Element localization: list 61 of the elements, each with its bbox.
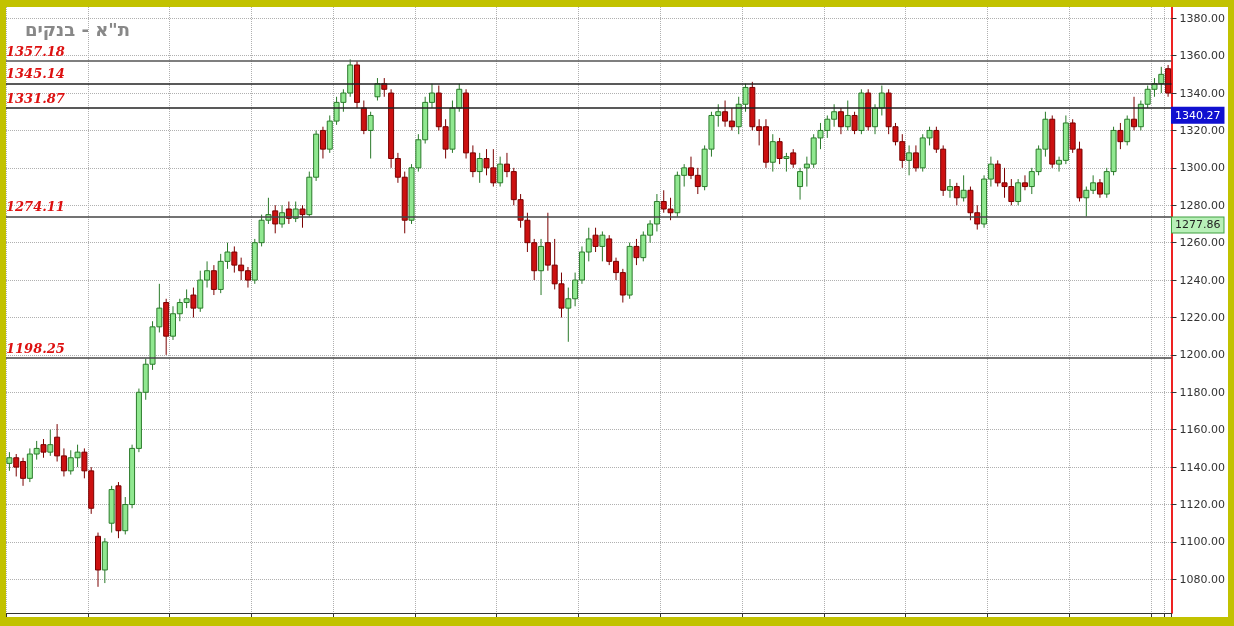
candlestick xyxy=(960,174,967,203)
text: ת"א - בנקים xyxy=(25,18,131,40)
candlestick xyxy=(319,126,326,159)
y-tick-label: 1360.00 xyxy=(1179,49,1226,63)
candlestick xyxy=(947,178,953,199)
candlestick xyxy=(851,111,858,135)
candlestick xyxy=(47,429,54,457)
candlestick xyxy=(872,103,879,135)
candlestick xyxy=(190,287,197,318)
y-tick-label: 1200.00 xyxy=(1179,348,1226,362)
candlestick xyxy=(1124,114,1131,146)
candlestick xyxy=(1117,122,1124,150)
candlestick xyxy=(906,144,913,176)
ref-line-label: 1198.25 xyxy=(6,341,65,357)
candlestick xyxy=(878,85,885,116)
text: 1340.27 xyxy=(1175,108,1221,122)
ref-line-label: 1274.11 xyxy=(6,199,65,215)
candlestick xyxy=(953,182,960,206)
y-tick-label: 1340.00 xyxy=(1179,86,1226,100)
candlestick xyxy=(1021,174,1028,191)
candlestick xyxy=(599,230,606,262)
text: 1277.86 xyxy=(1175,218,1221,232)
candlestick xyxy=(1131,96,1138,131)
y-tick-label: 1240.00 xyxy=(1179,273,1226,287)
candlestick xyxy=(837,107,844,135)
y-tick-label: 1220.00 xyxy=(1179,310,1226,324)
y-tick-label: 1320.00 xyxy=(1179,123,1226,137)
candlestick xyxy=(797,167,804,201)
y-tick-label: 1120.00 xyxy=(1179,498,1226,512)
candlestick xyxy=(367,111,374,159)
candlestick xyxy=(40,438,47,459)
candlestick xyxy=(776,137,783,165)
y-tick-label: 1140.00 xyxy=(1179,460,1226,474)
candlestick xyxy=(633,238,640,266)
candlestick xyxy=(790,148,797,169)
candlestick xyxy=(783,152,790,173)
candlestick xyxy=(592,227,599,253)
candlestick xyxy=(769,133,776,173)
candlestick xyxy=(912,144,919,173)
candlestick xyxy=(210,264,217,296)
candlestick xyxy=(1015,178,1022,206)
candlestick xyxy=(374,77,381,102)
candlestick xyxy=(360,100,367,135)
candlestick xyxy=(299,204,306,229)
candlestick xyxy=(476,152,483,184)
y-tick-label: 1080.00 xyxy=(1179,572,1226,586)
candlestick xyxy=(456,83,463,113)
ref-line-label: 1345.14 xyxy=(6,66,65,82)
candlestick xyxy=(6,451,13,472)
y-tick-label: 1380.00 xyxy=(1179,11,1226,25)
candlestick xyxy=(497,156,504,188)
candlestick xyxy=(844,100,851,131)
ref-line-label: 1331.87 xyxy=(6,91,65,107)
y-tick-label: 1180.00 xyxy=(1179,385,1226,399)
y-tick-label: 1280.00 xyxy=(1179,198,1226,212)
ref-line-label: 1357.18 xyxy=(6,43,65,59)
y-tick-label: 1300.00 xyxy=(1179,161,1226,175)
y-tick-label: 1260.00 xyxy=(1179,236,1226,250)
y-tick-label: 1160.00 xyxy=(1179,423,1226,437)
y-tick-label: 1100.00 xyxy=(1179,535,1226,549)
candlestick xyxy=(1096,178,1103,199)
